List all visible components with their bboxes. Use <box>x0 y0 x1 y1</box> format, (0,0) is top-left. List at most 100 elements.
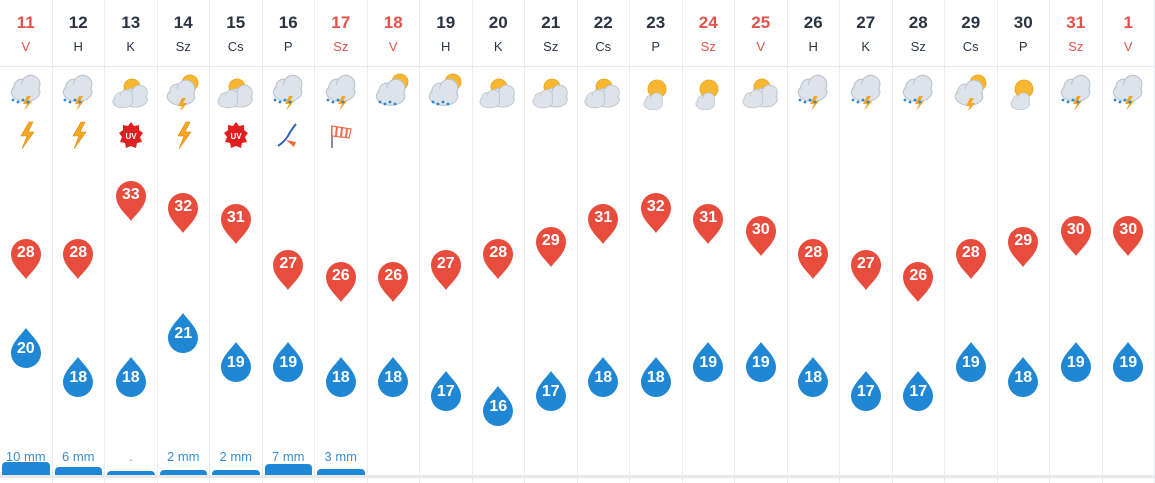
max-temp-pin: 31 <box>219 202 253 246</box>
thunderstorm-rain-icon <box>1057 72 1095 111</box>
day-column[interactable]: 25 V 30 19 <box>735 0 788 483</box>
min-temp-value: 17 <box>856 383 875 400</box>
day-weekday: Sz <box>543 39 559 54</box>
min-temp-value: 18 <box>69 368 88 386</box>
day-date: 24 <box>698 13 718 32</box>
day-date: 14 <box>173 13 193 32</box>
sun-cloud-thunder-icon <box>164 72 202 113</box>
day-weekday: K <box>126 39 136 54</box>
min-temp-value: 18 <box>121 368 140 386</box>
day-column[interactable]: 13 K UV 33 18. <box>105 0 158 483</box>
day-weekday: Sz <box>1068 39 1084 54</box>
max-temp-value: 27 <box>279 255 298 272</box>
day-column[interactable]: 21 Sz 29 17 <box>525 0 578 483</box>
max-temp-pin: 27 <box>849 248 883 292</box>
day-date: 12 <box>68 13 88 32</box>
sun-cloud-rain-icon <box>374 72 412 110</box>
min-temp-value: 18 <box>804 368 823 386</box>
thunderstorm-rain-icon <box>59 72 97 111</box>
day-column[interactable]: 31 Sz 30 19 <box>1050 0 1103 483</box>
precipitation-bar <box>264 464 312 475</box>
max-temp-value: 30 <box>751 220 770 238</box>
max-temp-value: 31 <box>594 209 613 226</box>
day-column[interactable]: 14 Sz 32 21 2 mm <box>158 0 210 483</box>
day-date: 15 <box>226 13 246 32</box>
precipitation-bar <box>159 470 207 475</box>
day-weekday: V <box>756 39 766 54</box>
min-temp-value: 18 <box>384 368 403 386</box>
max-temp-pin: 33 <box>114 179 148 223</box>
max-temp-value: 33 <box>121 186 140 203</box>
day-date: 22 <box>593 13 613 32</box>
max-temp-pin: 28 <box>796 237 830 281</box>
precipitation-bar <box>107 471 155 475</box>
max-temp-pin: 30 <box>1059 214 1093 258</box>
footer-divider <box>0 475 1155 478</box>
day-column[interactable]: 17 Sz 26 18 3 mm <box>315 0 368 483</box>
max-temp-pin: 26 <box>376 260 410 304</box>
day-column[interactable]: 29 Cs 28 19 <box>945 0 998 483</box>
precipitation-amount: . <box>128 449 133 464</box>
max-temp-value: 31 <box>226 209 245 226</box>
max-temp-value: 26 <box>331 266 350 284</box>
precipitation-amount: 2 mm <box>167 449 200 464</box>
min-temp-drop: 18 <box>376 355 410 399</box>
day-column[interactable]: 16 P 27 19 7 mm <box>263 0 315 483</box>
min-temp-value: 17 <box>436 383 455 400</box>
day-weekday: V <box>1123 39 1133 54</box>
day-column[interactable]: 27 K 27 17 <box>840 0 893 483</box>
day-column[interactable]: 1 V 30 19 <box>1103 0 1155 483</box>
day-column[interactable]: 18 V 26 18 <box>368 0 420 483</box>
min-temp-drop: 17 <box>429 369 463 413</box>
day-date: 16 <box>278 13 298 32</box>
day-date: 29 <box>961 13 981 32</box>
precipitation-amount: 7 mm <box>272 449 305 464</box>
partly-cloudy-icon <box>742 72 780 110</box>
day-column[interactable]: 20 K 28 16 <box>473 0 525 483</box>
min-temp-drop: 19 <box>271 340 305 384</box>
min-temp-drop: 21 <box>166 311 200 355</box>
max-temp-pin: 32 <box>166 191 200 235</box>
precipitation-amount: 2 mm <box>219 449 253 464</box>
day-date: 21 <box>541 13 561 32</box>
day-column[interactable]: 11 V 28 20 10 mm <box>0 0 53 483</box>
min-temp-drop: 19 <box>954 340 988 384</box>
day-weekday: H <box>808 39 818 54</box>
min-temp-value: 20 <box>16 339 35 357</box>
max-temp-pin: 32 <box>639 191 673 235</box>
lightning-icon <box>169 120 197 150</box>
day-weekday: P <box>651 39 661 54</box>
min-temp-drop: 18 <box>586 355 620 399</box>
max-temp-value: 29 <box>541 232 560 249</box>
min-temp-drop: 18 <box>639 355 673 399</box>
day-column[interactable]: 23 P 32 18 <box>630 0 683 483</box>
thunderstorm-rain-icon <box>269 72 307 111</box>
min-temp-drop: 19 <box>219 340 253 384</box>
thunderstorm-rain-icon <box>322 72 360 111</box>
day-column[interactable]: 30 P 29 18 <box>998 0 1050 483</box>
thunderstorm-rain-icon <box>794 72 832 111</box>
day-column[interactable]: 28 Sz 26 17 <box>893 0 945 483</box>
day-weekday: Sz <box>175 39 191 54</box>
day-date: 23 <box>646 13 666 32</box>
day-weekday: Sz <box>333 39 349 54</box>
max-temp-pin: 29 <box>534 225 568 269</box>
day-column[interactable]: 24 Sz 31 19 <box>683 0 735 483</box>
day-date: 19 <box>436 13 456 32</box>
day-weekday: Cs <box>227 39 244 54</box>
min-temp-drop: 17 <box>849 369 883 413</box>
windsock-icon <box>327 120 355 150</box>
day-column[interactable]: 19 H 27 17 <box>420 0 473 483</box>
day-weekday: Cs <box>595 39 612 54</box>
min-temp-value: 18 <box>1014 368 1033 386</box>
day-column[interactable]: 15 Cs UV 31 19 2 mm <box>210 0 263 483</box>
lightning-icon <box>64 120 92 150</box>
day-weekday: H <box>73 39 83 54</box>
day-column[interactable]: 26 H 28 18 <box>788 0 840 483</box>
day-date: 17 <box>331 13 351 32</box>
partly-cloudy-icon <box>217 72 255 110</box>
precipitation-bar <box>54 467 102 475</box>
day-column[interactable]: 12 H 28 18 6 mm <box>53 0 105 483</box>
day-column[interactable]: 22 Cs 31 18 <box>578 0 630 483</box>
thunderstorm-rain-icon <box>1109 72 1147 111</box>
